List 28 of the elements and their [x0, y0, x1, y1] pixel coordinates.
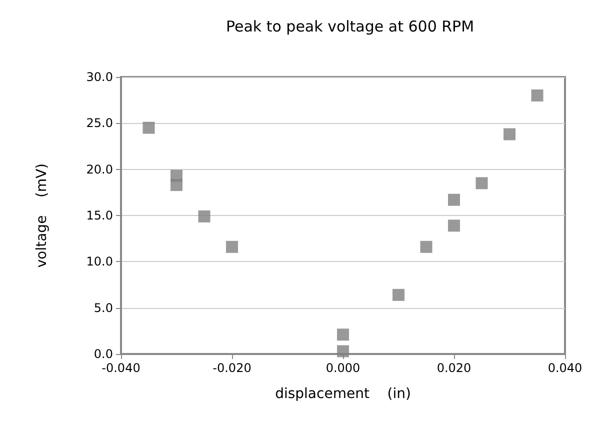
x-tick-label: -0.040 [102, 361, 140, 375]
y-tick-label: 5.0 [94, 300, 113, 315]
chart-title: Peak to peak voltage at 600 RPM [226, 18, 474, 36]
x-tick-label: 0.000 [326, 361, 360, 375]
y-tick-label: 30.0 [86, 70, 113, 84]
y-tick-label: 20.0 [86, 162, 113, 176]
point [531, 89, 544, 102]
y-tick-label: 0.0 [94, 347, 113, 361]
y-axis-title: voltage (mV) [34, 163, 50, 268]
point [448, 194, 460, 206]
x-axis-title: displacement (in) [275, 386, 411, 402]
y-tick-label: 10.0 [86, 254, 113, 269]
y-tick-label: 25.0 [86, 116, 113, 130]
point [420, 240, 432, 253]
x-tick-label: -0.020 [212, 361, 252, 375]
point [337, 345, 349, 358]
point [198, 210, 210, 222]
point [504, 128, 516, 140]
x-tick-label: 0.040 [548, 361, 582, 375]
x-tick-label: 0.020 [436, 361, 472, 375]
point [337, 328, 349, 341]
point [226, 240, 238, 253]
point [476, 177, 488, 190]
point [170, 179, 182, 192]
y-tick-label: 15.0 [86, 208, 113, 222]
point [392, 288, 404, 301]
point [448, 220, 460, 232]
point [142, 122, 155, 134]
